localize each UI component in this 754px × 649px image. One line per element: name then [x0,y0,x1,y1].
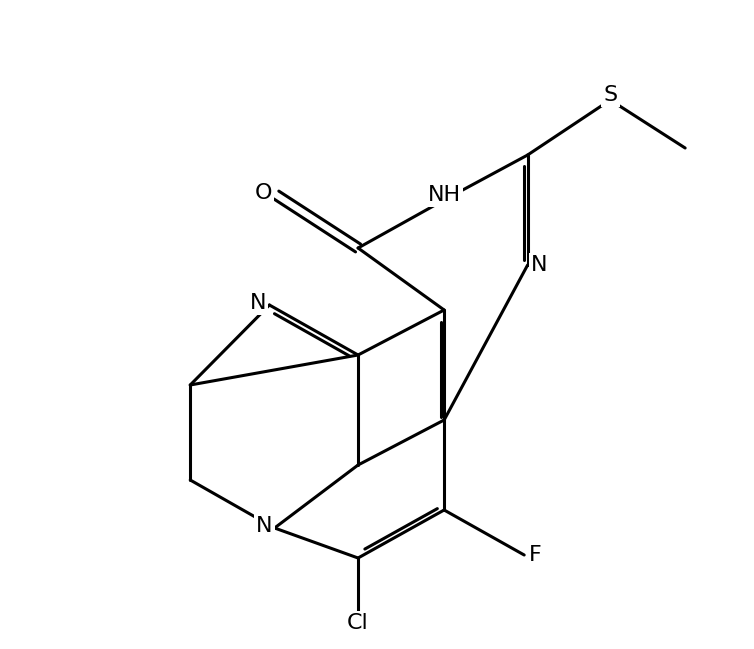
Text: S: S [603,85,618,105]
Text: O: O [255,183,272,203]
Text: N: N [531,255,547,275]
Text: N: N [256,516,273,536]
Text: F: F [529,545,541,565]
Text: NH: NH [428,185,461,205]
Text: N: N [250,293,266,313]
Text: Cl: Cl [347,613,369,633]
